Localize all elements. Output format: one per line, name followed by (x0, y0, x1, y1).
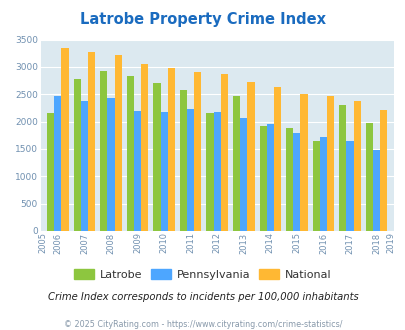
Bar (312, 141, 319, 231)
Bar (81, 101, 88, 231)
Bar (240, 117, 247, 231)
Bar (259, 126, 266, 231)
Bar (326, 96, 333, 231)
Bar (232, 96, 240, 231)
Bar (194, 72, 201, 231)
Bar (153, 83, 160, 231)
Bar (220, 74, 227, 231)
Bar (300, 94, 307, 231)
Text: © 2025 CityRating.com - https://www.cityrating.com/crime-statistics/: © 2025 CityRating.com - https://www.city… (64, 320, 341, 329)
Bar (160, 112, 167, 231)
Bar (47, 114, 54, 231)
Bar (167, 68, 175, 231)
Text: Crime Index corresponds to incidents per 100,000 inhabitants: Crime Index corresponds to incidents per… (47, 292, 358, 302)
Bar (114, 55, 122, 231)
Bar (319, 137, 326, 231)
Bar (379, 110, 386, 231)
Bar (345, 141, 353, 231)
Bar (73, 79, 81, 231)
Bar (141, 64, 148, 231)
Bar (273, 87, 280, 231)
Bar (365, 123, 372, 231)
Bar (100, 71, 107, 231)
Bar (107, 98, 114, 231)
Bar (126, 76, 134, 231)
Bar (187, 109, 194, 231)
Bar (286, 128, 292, 231)
Bar (213, 112, 220, 231)
Bar (247, 82, 254, 231)
Bar (372, 149, 379, 231)
Bar (88, 52, 95, 231)
Bar (179, 90, 187, 231)
Bar (54, 96, 61, 231)
Bar (339, 105, 345, 231)
Text: Latrobe Property Crime Index: Latrobe Property Crime Index (80, 12, 325, 26)
Bar (134, 111, 141, 231)
Bar (292, 133, 300, 231)
Bar (353, 101, 360, 231)
Bar (206, 114, 213, 231)
Legend: Latrobe, Pennsylvania, National: Latrobe, Pennsylvania, National (70, 265, 335, 284)
Bar (266, 124, 273, 231)
Bar (61, 48, 68, 231)
